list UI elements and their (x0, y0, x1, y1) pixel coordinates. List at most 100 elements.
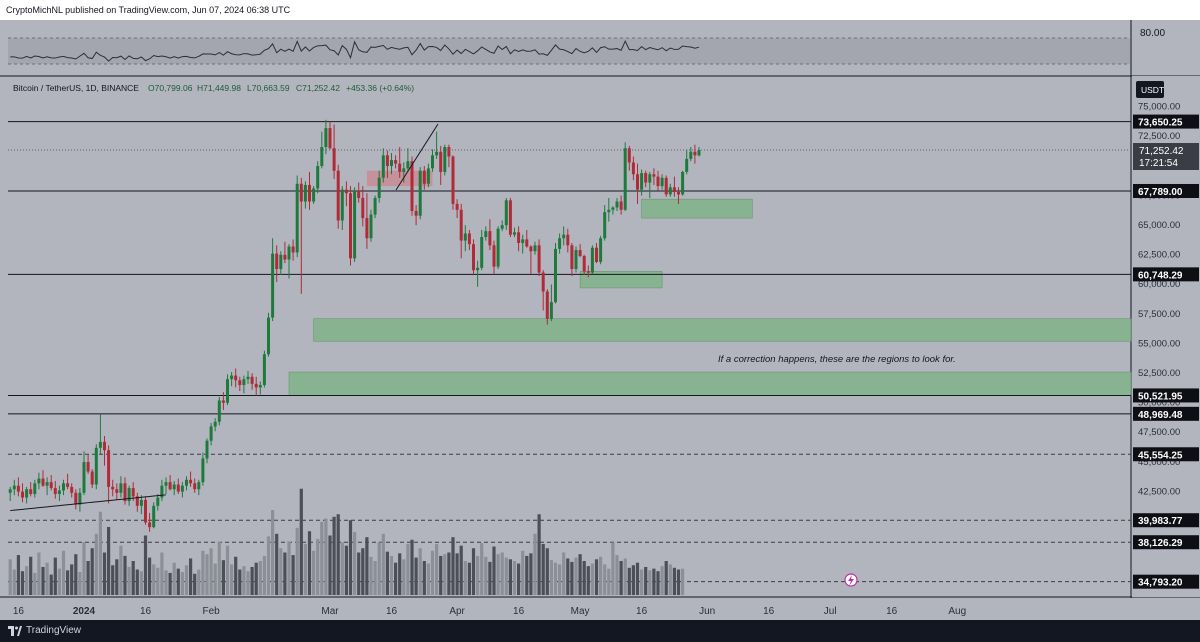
candle-body (201, 458, 205, 483)
candle-body (160, 485, 164, 498)
volume-bar (156, 567, 160, 595)
candle-body (205, 440, 209, 459)
price-tick-label: 52,500.00 (1138, 368, 1180, 379)
price-level-tag (1133, 388, 1199, 403)
volume-bar (213, 563, 217, 595)
candle-body (152, 505, 156, 528)
candle-body (435, 151, 439, 156)
volume-bar (496, 554, 500, 595)
footer-bar: TradingView (0, 620, 1200, 642)
volume-bar (37, 552, 41, 595)
candle-body (123, 483, 127, 502)
volume-bar (8, 559, 12, 595)
candle-body (148, 522, 152, 528)
rsi-panel[interactable]: 80.00 (8, 28, 1165, 65)
volume-bar (410, 539, 414, 595)
candle-body (189, 479, 193, 484)
candle-body (139, 499, 143, 506)
candle-body (107, 450, 111, 487)
candle-body (455, 203, 459, 210)
candle-body (308, 184, 311, 202)
candle-body (246, 376, 250, 380)
volume-bar (414, 557, 418, 595)
volume-bar (115, 559, 119, 595)
candle-body (648, 174, 652, 183)
currency-button[interactable] (1136, 81, 1164, 98)
volume-bar (20, 571, 25, 595)
volume-bar (328, 535, 332, 595)
candle-body (279, 254, 283, 270)
volume-bar (225, 545, 230, 595)
candle-body (103, 441, 106, 451)
candle-body (242, 379, 246, 386)
time-tick-label: 16 (763, 606, 775, 617)
volume-bar (582, 561, 586, 595)
candle-body (70, 486, 74, 493)
volume-bar (619, 561, 623, 595)
volume-bar (365, 537, 369, 595)
volume-bar (574, 557, 578, 595)
candle-body (426, 168, 430, 184)
ohlc-low: L70,663.59 (247, 83, 290, 93)
candle-body (90, 471, 94, 485)
volume-bar (16, 555, 20, 595)
candle-body (414, 210, 418, 216)
price-tick-label: 50,000.00 (1138, 398, 1180, 409)
volume-bar (521, 550, 525, 595)
volume-bar (221, 560, 225, 595)
candle-body (672, 187, 676, 193)
publisher-text: CryptoMichNL published on TradingView.co… (6, 5, 291, 15)
volume-bar (184, 565, 189, 595)
price-level-tag (1133, 574, 1199, 589)
volume-bar (102, 552, 107, 595)
volume-bar (193, 573, 197, 595)
volume-bar (197, 569, 201, 595)
volume-bar (266, 536, 271, 595)
volume-bar (361, 548, 365, 595)
candle-body (504, 200, 508, 226)
volume-bar (578, 554, 582, 595)
candle-body (344, 189, 348, 194)
volume-bar (443, 554, 447, 595)
volume-bar (307, 531, 312, 595)
lightning-icon[interactable] (844, 573, 858, 587)
candle-body (119, 483, 123, 493)
time-tick-label: Mar (321, 606, 339, 617)
candle-body (197, 482, 201, 490)
candle-body (21, 491, 24, 498)
candle-body (316, 165, 320, 189)
candle-body (258, 385, 262, 388)
candle-body (267, 317, 270, 355)
candle-body (234, 375, 238, 381)
volume-bar (143, 535, 148, 595)
volume-bar (303, 544, 307, 595)
volume-bar (160, 552, 164, 595)
candle-body (176, 484, 180, 492)
candle-body (111, 486, 115, 490)
price-chart[interactable]: 80.00 Bitcoin / TetherUS, 1D, BINANCE O7… (0, 20, 1200, 620)
price-tick-label: 65,000.00 (1138, 220, 1180, 231)
candle-body (8, 489, 12, 493)
volume-bar (98, 511, 102, 595)
candle-body (86, 462, 90, 472)
candle-body (476, 267, 480, 271)
volume-bar (57, 568, 61, 595)
candle-body (549, 302, 553, 319)
price-level-value: 39,983.77 (1138, 516, 1183, 527)
price-level-value: 67,789.00 (1138, 187, 1183, 198)
candle-body (185, 479, 188, 486)
time-tick-label: 16 (13, 606, 25, 617)
volume-bar (139, 571, 143, 595)
ohlc-change: +453.36 (+0.64%) (346, 83, 414, 93)
candle-body (295, 183, 299, 253)
candle-body (668, 187, 672, 195)
volume-bar (283, 552, 287, 595)
candle-body (636, 174, 639, 190)
candle-body (459, 209, 463, 241)
price-level-value: 60,748.29 (1138, 270, 1183, 281)
horizontal-levels (8, 121, 1131, 583)
volume-bar (553, 562, 558, 595)
candle-body (652, 174, 656, 177)
candle-body (324, 128, 328, 148)
volume-bar (94, 533, 98, 595)
